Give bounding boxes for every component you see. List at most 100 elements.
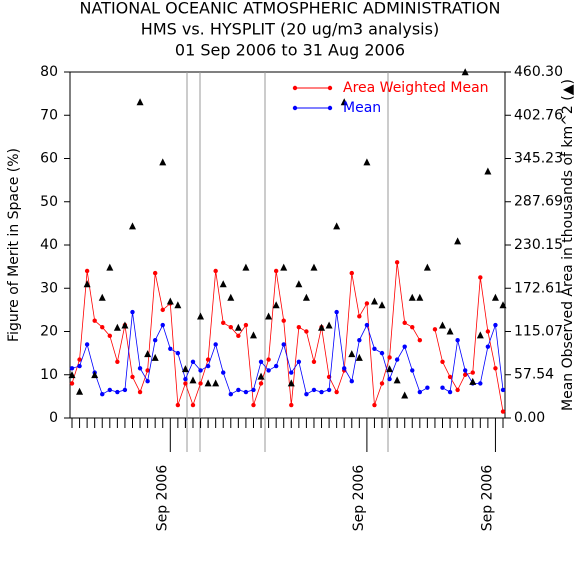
point [364,322,370,328]
area-marker [113,323,121,331]
area-marker [408,293,416,301]
point [500,409,506,414]
y-tick-label: 30 [40,280,58,296]
area-marker [204,379,212,387]
point [493,366,498,371]
area-marker [393,376,401,384]
point [485,344,491,349]
area-marker [98,293,106,301]
point [137,366,143,371]
point [281,318,286,323]
point [334,309,339,315]
area-marker [136,98,144,106]
y-tick-label: 50 [40,194,58,210]
area-marker [166,297,174,305]
point [236,387,241,393]
point [372,402,377,408]
area-marker [476,331,484,339]
area-marker [295,280,303,288]
point [145,379,150,384]
y2-tick-label: 230.15 [514,237,563,253]
point [357,314,362,319]
legend-label: Area Weighted Mean [343,80,489,96]
point [243,389,249,395]
area-marker [280,263,288,271]
point [281,342,286,347]
area-marker [401,391,409,399]
point [168,346,173,351]
point [198,381,203,386]
point [447,374,453,380]
point [243,322,249,328]
area-marker [189,376,197,384]
point [319,389,324,395]
point [462,372,468,377]
point [349,379,354,384]
point [311,359,317,364]
point [137,389,143,395]
point [251,387,256,393]
area-marker [212,379,220,387]
point [69,381,75,386]
point [198,368,203,373]
point [221,320,226,326]
point [296,324,302,330]
point [440,359,445,364]
area-marker [491,293,499,301]
area-marker [310,263,318,271]
area-marker [219,280,227,288]
point [289,402,294,408]
point [160,307,165,313]
point [236,333,241,339]
y2-tick-label: 57.54 [514,367,554,383]
y-tick-label: 0 [49,410,58,426]
point [100,392,105,397]
chart-subtitle: HMS vs. HYSPLIT (20 ug/m3 analysis) [141,20,439,39]
area-marker [386,365,394,373]
point [478,275,483,280]
x-tick-label: Sep 2006 [479,465,495,532]
point [304,392,309,397]
area-marker [174,301,182,309]
point [115,359,120,364]
point [410,368,415,373]
point [266,368,271,373]
area-marker [461,68,469,76]
point [190,402,196,408]
point [107,333,113,339]
point [77,357,82,362]
y-axis-label: Figure of Merit in Space (%) [6,148,22,342]
area-marker [197,312,205,320]
point [372,346,377,351]
point [175,350,181,356]
point [387,376,392,382]
y-tick-label: 70 [40,107,58,123]
point [251,402,256,408]
point [326,387,332,393]
point [122,387,128,393]
y-tick-label: 60 [40,151,58,167]
area-marker [333,222,341,230]
point [493,322,498,328]
point [160,322,165,328]
point [455,337,460,343]
point [130,374,135,380]
point [364,301,370,306]
area-marker [378,301,386,309]
point [130,309,135,315]
point [425,385,430,390]
point [190,359,196,364]
point [84,342,90,347]
point [417,337,423,343]
area-marker [340,98,348,106]
point [402,344,407,349]
area-marker [325,321,333,329]
legend-dot [292,105,298,111]
area-marker [144,350,152,358]
area-marker [416,293,424,301]
y2-tick-label: 402.76 [514,107,563,123]
date-range: 01 Sep 2006 to 31 Aug 2006 [175,41,405,60]
y2-tick-label: 287.69 [514,194,563,210]
point [394,260,400,265]
